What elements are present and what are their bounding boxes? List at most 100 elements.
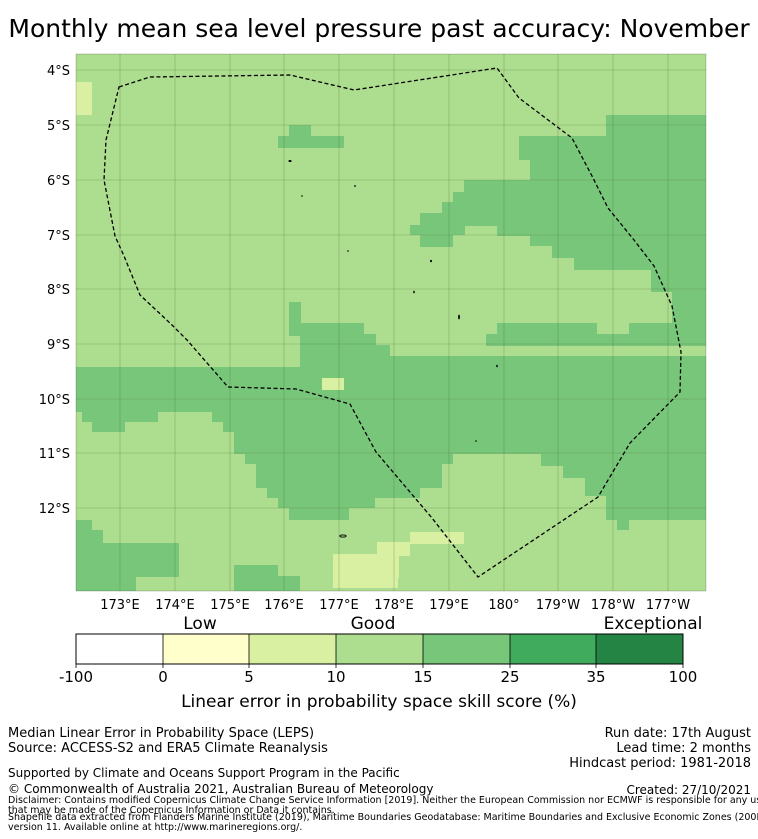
lat-label: 11°S <box>39 447 70 462</box>
lat-label: 10°S <box>39 393 70 408</box>
colorbar-tick: -100 <box>59 668 93 686</box>
skill-cell <box>245 452 453 464</box>
skill-cell <box>76 530 103 544</box>
lat-label: 5°S <box>47 119 70 134</box>
lon-label: 179°W <box>536 598 580 613</box>
lon-label: 180° <box>488 598 519 613</box>
skill-cell <box>92 420 125 432</box>
latitude-labels: 4°S 5°S 6°S 7°S 8°S 9°S 10°S 11°S 12°S <box>39 64 70 517</box>
longitude-labels: 173°E 174°E 175°E 176°E 177°E 178°E 179°… <box>100 598 690 613</box>
colorbar-tick: 5 <box>244 668 254 686</box>
footer-method: Median Linear Error in Probability Space… <box>8 726 315 741</box>
skill-cell <box>574 256 706 270</box>
skill-cell <box>519 136 609 160</box>
skill-cell <box>606 496 706 520</box>
skill-cell <box>223 420 706 432</box>
footer-supported: Supported by Climate and Oceans Support … <box>8 766 400 780</box>
island <box>430 259 432 263</box>
skill-cell <box>300 345 390 357</box>
lon-label: 179°E <box>429 598 469 613</box>
footer-lead-time: Lead time: 2 months <box>616 741 751 756</box>
footer-disclaimer-line: Shapefile data extracted from Flanders M… <box>8 812 758 823</box>
colorbar-tick: 10 <box>326 668 345 686</box>
colorbar-swatch <box>249 634 336 664</box>
colorbar: -100 0 5 10 15 25 35 100 <box>59 633 698 686</box>
skill-cell <box>300 356 706 368</box>
islands <box>288 160 498 538</box>
colorbar-tick: 35 <box>586 668 605 686</box>
colorbar-categories: Low Good Exceptional <box>183 614 702 634</box>
skill-cell <box>322 378 344 390</box>
skill-cell <box>629 323 706 335</box>
eez-boundary <box>103 67 682 578</box>
skill-cell <box>497 224 706 236</box>
skill-cell <box>76 82 92 115</box>
lat-label: 4°S <box>47 64 70 79</box>
lat-label: 12°S <box>39 502 70 517</box>
footer-disclaimer-line: that may be made of the Copernicus Infor… <box>8 805 335 816</box>
skill-cell <box>300 334 376 346</box>
skill-cell <box>333 554 399 578</box>
colorbar-tick: 25 <box>500 668 519 686</box>
island <box>339 534 347 538</box>
skill-cell <box>278 136 344 148</box>
colorbar-tick: 15 <box>413 668 432 686</box>
high-skill-regions <box>76 115 706 591</box>
colorbar-label: Linear error in probability space skill … <box>181 692 577 712</box>
colorbar-tick: 0 <box>158 668 168 686</box>
map-gridlines <box>76 54 706 591</box>
colorbar-swatch <box>423 634 510 664</box>
colorbar-frame <box>75 633 684 665</box>
lon-label: 178°E <box>374 598 414 613</box>
map-panel <box>75 53 707 592</box>
lat-label: 8°S <box>47 283 70 298</box>
colorbar-swatch <box>596 634 683 664</box>
footer-disclaimer-line: Disclaimer: Contains modified Copernicus… <box>8 795 758 806</box>
skill-cell <box>552 244 706 258</box>
skill-cell <box>76 367 706 412</box>
skill-cell <box>617 518 629 530</box>
low-skill-regions <box>76 82 464 588</box>
colorbar-swatch <box>76 634 163 664</box>
footer-run-date: Run date: 17th August <box>604 726 751 741</box>
island <box>475 440 477 442</box>
island <box>288 160 292 162</box>
island <box>496 364 498 368</box>
skill-cell <box>541 452 706 466</box>
lon-label: 178°W <box>591 598 635 613</box>
colorbar-category-good: Good <box>351 614 396 634</box>
island <box>301 195 303 197</box>
skill-cell <box>410 532 464 544</box>
skill-cell <box>300 323 364 337</box>
skill-cell <box>212 410 706 422</box>
footer-source: Source: ACCESS-S2 and ERA5 Climate Reana… <box>8 741 328 756</box>
skill-cell <box>289 302 301 336</box>
skill-cell <box>234 430 706 454</box>
skill-cell <box>672 288 706 328</box>
skill-cell <box>278 496 375 508</box>
colorbar-tick: 100 <box>669 668 698 686</box>
skill-cell <box>234 565 278 591</box>
skill-cell <box>76 576 136 591</box>
lon-label: 177°E <box>319 598 359 613</box>
skill-cell <box>563 464 706 478</box>
footer-created: Created: 27/10/2021 <box>626 783 751 797</box>
skill-cell <box>420 235 453 247</box>
island <box>413 290 415 294</box>
skill-cell <box>497 323 597 335</box>
footer-hindcast-period: Hindcast period: 1981-2018 <box>569 756 751 771</box>
island <box>458 314 460 320</box>
colorbar-swatch <box>336 634 423 664</box>
colorbar-category-exceptional: Exceptional <box>604 614 703 634</box>
map-frame <box>75 53 707 592</box>
skill-cell <box>82 410 158 422</box>
skill-cell <box>267 486 420 498</box>
lon-label: 174°E <box>155 598 195 613</box>
island <box>354 185 356 187</box>
lat-label: 6°S <box>47 174 70 189</box>
skill-cell <box>530 234 706 246</box>
map-title: Monthly mean sea level pressure past acc… <box>8 14 750 43</box>
skill-cell <box>289 508 349 520</box>
island <box>347 250 349 252</box>
